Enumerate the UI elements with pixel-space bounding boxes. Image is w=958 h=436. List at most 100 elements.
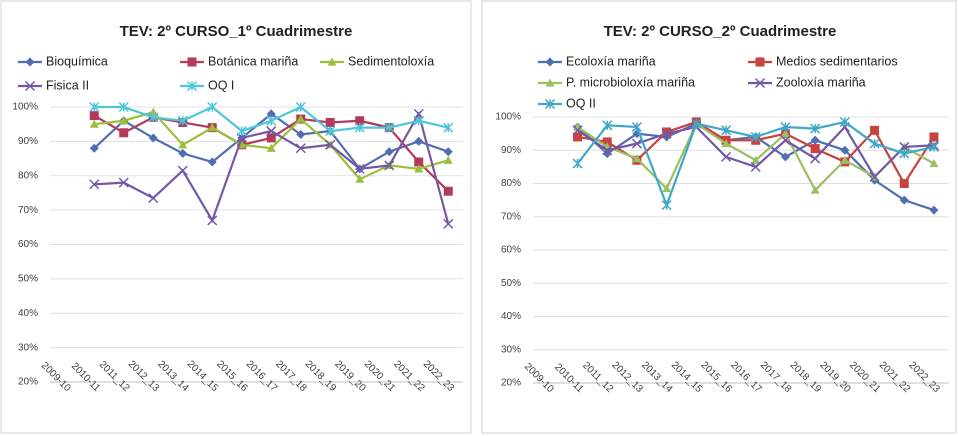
marker [721,139,731,148]
marker [414,157,424,167]
marker [177,165,188,176]
marker [118,101,129,113]
marker [631,121,642,133]
marker [327,57,337,66]
marker [186,80,198,92]
marker [443,147,453,157]
marker [89,143,99,153]
marker [662,127,672,137]
marker [443,122,454,133]
y-tick-label: 100% [12,102,38,113]
marker [780,129,790,138]
marker [24,80,36,92]
marker [89,101,100,113]
marker [755,57,765,67]
marker [355,174,365,183]
marker [236,126,247,137]
marker [691,118,702,129]
chart-title: TEV: 2º CURSO_1º Cuadrimestre [120,23,353,40]
marker [869,138,880,149]
y-tick-label: 80% [501,178,521,189]
marker [89,119,99,128]
y-tick-label: 40% [501,311,521,322]
marker [207,123,217,132]
y-tick-label: 50% [18,274,38,285]
marker [899,195,909,205]
marker [929,205,939,215]
legend-label: Botánica mariña [208,54,298,68]
marker [354,122,365,133]
chart-panel [0,0,472,434]
marker [602,137,612,147]
marker [443,186,453,196]
marker [869,171,880,182]
marker [207,157,217,167]
marker [602,149,612,159]
marker [295,143,306,154]
y-tick-label: 60% [501,245,521,256]
marker [177,115,188,126]
y-tick-label: 90% [501,145,521,156]
legend-label: Fisica II [46,78,89,92]
marker [325,139,336,150]
marker [632,154,642,163]
marker [780,135,791,146]
legend-label: Bioquímica [46,54,108,68]
marker [266,115,277,126]
marker [187,57,197,67]
marker [840,155,850,164]
marker [661,128,672,139]
marker [780,121,791,133]
marker [754,77,766,89]
marker [839,116,850,128]
marker [810,123,821,134]
marker [413,115,424,126]
marker [296,130,306,139]
marker [631,138,642,149]
marker [414,164,424,173]
y-tick-label: 70% [18,205,38,216]
marker [89,111,99,121]
y-tick-label: 20% [18,377,38,388]
marker [810,185,820,194]
marker [899,148,910,159]
marker [384,147,394,157]
marker [721,125,732,136]
y-tick-label: 50% [501,278,521,289]
marker [662,183,672,193]
marker [544,98,556,110]
marker [443,155,453,164]
marker [266,126,277,137]
legend-label: Zooloxía mariña [776,75,866,89]
marker [928,141,939,152]
marker [148,112,159,123]
chart-title: TEV: 2º CURSO_2º Cuadrimestre [604,23,837,40]
marker [119,128,129,138]
marker [119,116,129,125]
marker [325,117,335,127]
marker [750,161,761,172]
marker [148,133,158,143]
y-tick-label: 100% [495,112,521,123]
marker [810,135,820,145]
marker [721,151,732,162]
marker [929,132,939,142]
legend-label: OQ II [566,96,596,110]
marker [572,158,583,169]
y-tick-label: 90% [18,136,38,147]
marker [573,132,583,142]
marker [602,145,613,156]
marker [207,101,218,113]
y-tick-label: 30% [501,344,521,355]
legend-label: OQ I [208,78,234,92]
marker [572,125,583,136]
marker [661,200,672,211]
marker [118,177,129,188]
marker [355,116,365,126]
y-tick-label: 40% [18,308,38,319]
marker [295,101,306,113]
y-tick-label: 30% [18,342,38,353]
marker [296,114,306,123]
marker [266,143,276,152]
